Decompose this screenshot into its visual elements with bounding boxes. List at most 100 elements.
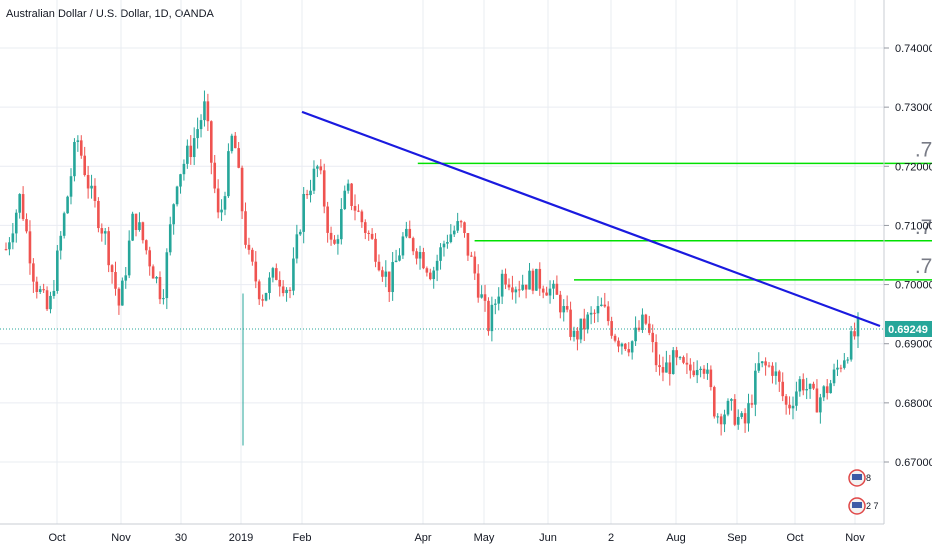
candle-body xyxy=(524,284,528,290)
candle-body xyxy=(716,416,720,418)
candle-body xyxy=(586,314,589,330)
candle-body xyxy=(808,383,812,390)
candle-body xyxy=(757,363,761,371)
candle-body xyxy=(247,244,251,250)
candle-body xyxy=(223,196,227,210)
price-tag-label: 0.69249 xyxy=(888,324,928,336)
candle-body xyxy=(319,166,323,171)
candle-body xyxy=(695,369,699,376)
candle-body xyxy=(117,288,121,306)
candle-body xyxy=(743,413,747,424)
candle-body xyxy=(442,243,446,248)
candle-body xyxy=(254,261,258,282)
flag-icon-detail xyxy=(852,502,862,508)
candle-body xyxy=(336,239,340,244)
candle-body xyxy=(535,268,538,291)
candle-body xyxy=(141,222,145,241)
candle-body xyxy=(531,270,535,291)
candle-body xyxy=(124,275,128,281)
trendline-group xyxy=(301,110,881,328)
candle-body xyxy=(774,371,778,376)
candle-body xyxy=(425,268,429,273)
candle-body xyxy=(90,185,93,189)
candle-body xyxy=(329,232,333,240)
candle-body xyxy=(97,200,100,229)
candle-body xyxy=(387,271,391,293)
candle-body xyxy=(134,213,138,230)
y-tick-label: 0.69000 xyxy=(895,339,932,351)
candle-body xyxy=(384,271,388,277)
candle-body xyxy=(784,396,788,405)
candle-body xyxy=(456,221,459,231)
y-tick-label: 0.70000 xyxy=(895,280,932,292)
candle-body xyxy=(675,350,678,358)
candle-body xyxy=(370,233,374,239)
current-price-line-group: 0.69249 xyxy=(0,320,932,337)
candle-body xyxy=(264,292,268,301)
candle-body xyxy=(45,290,49,310)
candle-body xyxy=(439,247,442,261)
candle-body xyxy=(271,268,275,278)
candle-body xyxy=(760,361,764,364)
level-label: .7008 xyxy=(915,255,932,278)
candle-body xyxy=(162,298,165,300)
time-axis: Oct Nov 30 2019 Feb Apr May Jun 2 Aug Sep Oct Nov xyxy=(0,523,884,544)
candle-body xyxy=(682,357,685,363)
candle-body xyxy=(353,205,357,211)
candle-body xyxy=(801,379,805,391)
candle-body xyxy=(740,413,743,417)
candle-body xyxy=(706,369,709,374)
candle-body xyxy=(203,101,206,121)
candle-body xyxy=(257,281,261,300)
candle-body xyxy=(14,212,18,234)
candle-body xyxy=(562,306,566,313)
y-tick-label: 0.74000 xyxy=(895,43,932,55)
candle-body xyxy=(654,342,658,366)
candle-body xyxy=(459,221,463,223)
x-tick-label: Nov xyxy=(111,532,131,544)
candle-body xyxy=(603,304,607,307)
candle-body xyxy=(196,129,199,139)
candle-body xyxy=(644,314,648,324)
candle-body xyxy=(627,349,631,353)
candle-body xyxy=(582,318,586,330)
candle-body xyxy=(62,213,66,236)
candle-body xyxy=(76,140,80,142)
candle-body xyxy=(463,222,466,234)
candle-body xyxy=(186,145,189,164)
candle-body xyxy=(555,283,559,295)
candle-body xyxy=(333,239,336,244)
candle-body xyxy=(316,166,319,169)
candle-body xyxy=(213,162,217,189)
candle-body xyxy=(668,362,672,375)
candle-body xyxy=(552,283,555,289)
candle-body xyxy=(131,213,134,241)
candle-body xyxy=(487,300,490,332)
candle-body xyxy=(285,289,288,294)
candle-body xyxy=(398,255,401,261)
candle-body xyxy=(449,234,453,243)
candle-body xyxy=(849,331,853,360)
candle-body xyxy=(144,240,148,251)
candle-body xyxy=(767,365,771,367)
candle-body xyxy=(251,249,254,262)
candle-body xyxy=(435,260,439,271)
price-axis: 0.74000 0.73000 0.72000 0.71000 0.70000 0.690… xyxy=(883,0,932,524)
candle-body xyxy=(381,270,384,277)
candle-body xyxy=(49,295,52,310)
candle-body xyxy=(483,294,487,301)
candle-body xyxy=(165,252,169,299)
candle-body xyxy=(832,369,836,384)
candle-body xyxy=(825,386,829,394)
candle-body xyxy=(788,404,791,409)
candle-body xyxy=(504,273,507,285)
candle-body xyxy=(712,387,716,417)
candle-body xyxy=(709,369,713,388)
candle-body xyxy=(21,194,25,220)
candle-body xyxy=(189,145,193,158)
candle-body xyxy=(42,289,45,291)
flag-icon-detail xyxy=(852,474,862,480)
candle-body xyxy=(394,260,398,263)
candle-body xyxy=(158,277,162,300)
